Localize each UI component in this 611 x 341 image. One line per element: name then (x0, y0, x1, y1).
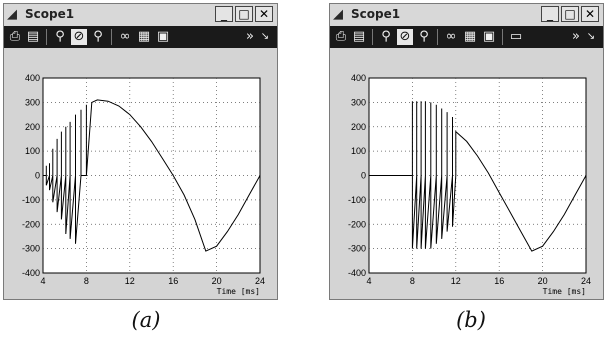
title-bar[interactable]: ◢ Scope1 _ □ ✕ (330, 4, 603, 27)
zoom-x-icon[interactable]: ⊘ (397, 29, 413, 45)
print-icon[interactable]: ⎙ (335, 29, 347, 44)
zoom-icon[interactable]: ⚲ (55, 29, 65, 44)
y-tick-label: 300 (25, 97, 40, 107)
y-tick-label: -100 (22, 195, 40, 205)
select-icon[interactable]: ▭ (509, 29, 523, 44)
zoom-y-icon[interactable]: ⚲ (93, 29, 103, 44)
parameters-icon[interactable]: ▤ (26, 29, 40, 44)
restore-axes-icon[interactable]: ▣ (156, 29, 170, 44)
x-tick-label: 16 (168, 276, 178, 286)
zoom-y-icon[interactable]: ⚲ (419, 29, 429, 44)
toolbar-separator (372, 29, 373, 45)
x-tick-label: 24 (255, 276, 265, 286)
x-tick-label: 20 (212, 276, 222, 286)
x-tick-label: 8 (84, 276, 89, 286)
y-tick-label: 100 (351, 146, 366, 156)
x-tick-label: 16 (494, 276, 504, 286)
toolbar-separator (46, 29, 47, 45)
x-axis-label: Time [ms] (217, 287, 260, 296)
y-tick-label: -300 (22, 244, 40, 254)
toolbar-menu-arrow-icon[interactable]: ↘ (586, 31, 596, 42)
y-tick-label: 400 (351, 73, 366, 83)
x-tick-label: 12 (125, 276, 135, 286)
x-tick-label: 4 (366, 276, 371, 286)
restore-axes-icon[interactable]: ▣ (482, 29, 496, 44)
y-tick-label: -200 (22, 219, 40, 229)
toolbar-separator (502, 29, 503, 45)
y-tick-label: 0 (35, 171, 40, 181)
x-tick-label: 4 (40, 276, 45, 286)
maximize-button[interactable]: □ (561, 6, 579, 22)
toolbar-separator (111, 29, 112, 45)
maximize-button[interactable]: □ (235, 6, 253, 22)
y-tick-label: 0 (361, 171, 366, 181)
minimize-button[interactable]: _ (215, 6, 233, 22)
window-title: Scope1 (25, 7, 75, 21)
figure-caption-b: (b) (456, 308, 486, 332)
minimize-button[interactable]: _ (541, 6, 559, 22)
binoculars-icon[interactable]: ∞ (119, 29, 131, 44)
y-tick-label: 200 (25, 122, 40, 132)
scope-app-icon: ◢ (7, 7, 17, 22)
signal-line (43, 99, 261, 252)
binoculars-icon[interactable]: ∞ (445, 29, 457, 44)
y-tick-label: -400 (348, 268, 366, 278)
scope-toolbar: ⎙ ▤ ⚲ ⊘ ⚲ ∞ ▦ ▣ ▭ » ↘ (330, 26, 603, 48)
y-tick-label: -200 (348, 219, 366, 229)
y-tick-label: 300 (351, 97, 366, 107)
parameters-icon[interactable]: ▤ (352, 29, 366, 44)
zoom-icon[interactable]: ⚲ (381, 29, 391, 44)
figure-caption-a: (a) (131, 308, 161, 332)
x-axis-label: Time [ms] (543, 287, 586, 296)
window-title: Scope1 (351, 7, 401, 21)
x-tick-label: 12 (451, 276, 461, 286)
y-tick-label: 100 (25, 146, 40, 156)
print-icon[interactable]: ⎙ (9, 29, 21, 44)
x-tick-label: 24 (581, 276, 591, 286)
scope-app-icon: ◢ (333, 7, 343, 22)
save-axes-icon[interactable]: ▦ (137, 29, 151, 44)
toolbar-overflow-button[interactable]: » (246, 29, 254, 44)
toolbar-separator (437, 29, 438, 45)
y-tick-label: -400 (22, 268, 40, 278)
y-tick-label: -100 (348, 195, 366, 205)
y-tick-label: -300 (348, 244, 366, 254)
y-tick-label: 400 (25, 73, 40, 83)
close-button[interactable]: ✕ (255, 6, 273, 22)
signal-line (369, 101, 587, 252)
title-bar[interactable]: ◢ Scope1 _ □ ✕ (4, 4, 277, 27)
zoom-x-icon[interactable]: ⊘ (71, 29, 87, 45)
toolbar-menu-arrow-icon[interactable]: ↘ (260, 31, 270, 42)
y-tick-label: 200 (351, 122, 366, 132)
x-tick-label: 8 (410, 276, 415, 286)
scope-window-a: ◢ Scope1 _ □ ✕ ⎙ ▤ ⚲ ⊘ ⚲ ∞ ▦ ▣ » ↘ 400 30… (3, 3, 278, 300)
toolbar-overflow-button[interactable]: » (572, 29, 580, 44)
close-button[interactable]: ✕ (581, 6, 599, 22)
scope-window-b: ◢ Scope1 _ □ ✕ ⎙ ▤ ⚲ ⊘ ⚲ ∞ ▦ ▣ ▭ » ↘ 400… (329, 3, 604, 300)
scope-toolbar: ⎙ ▤ ⚲ ⊘ ⚲ ∞ ▦ ▣ » ↘ (4, 26, 277, 48)
save-axes-icon[interactable]: ▦ (463, 29, 477, 44)
x-tick-label: 20 (538, 276, 548, 286)
